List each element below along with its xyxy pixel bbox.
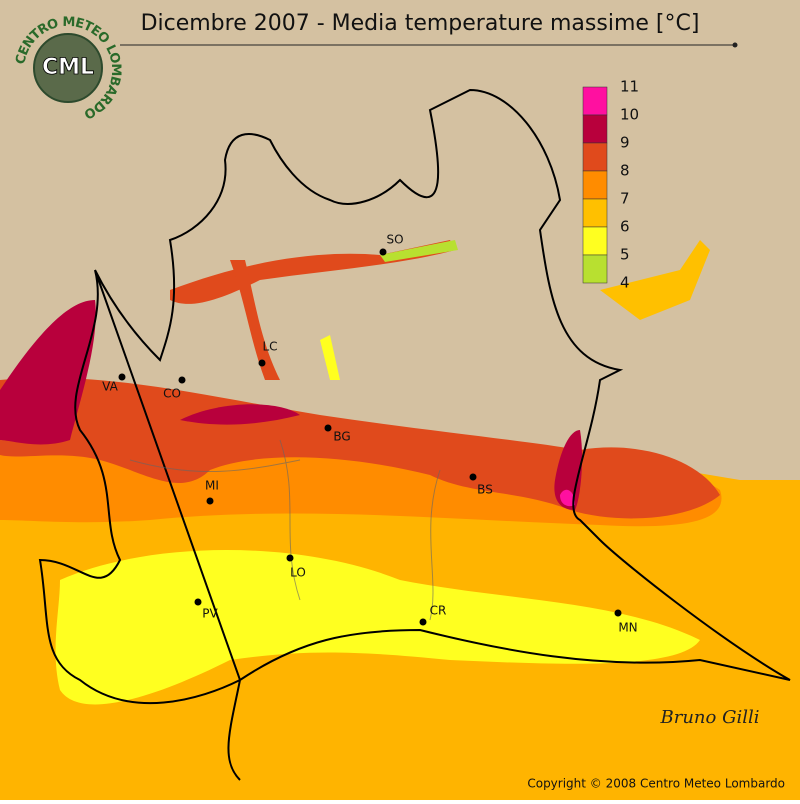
band-11 [560,489,575,507]
city-dot [286,554,294,562]
logo-initials: CML [42,55,94,80]
legend: 11 10 9 8 7 6 5 4 [582,78,639,292]
city-dot [178,376,186,384]
signature: Bruno Gilli [660,707,760,728]
city-label: SO [386,233,403,247]
legend-swatch [582,198,608,228]
city-dot [419,618,427,626]
legend-label: 11 [620,78,639,96]
city-label: LO [290,566,306,580]
legend-swatch [582,142,608,172]
copyright: Copyright © 2008 Centro Meteo Lombardo [527,777,785,791]
city-dot [614,609,622,617]
legend-swatch [582,254,608,284]
city-dot [379,248,387,256]
region-border [38,88,791,781]
valley [380,240,458,262]
legend-label: 8 [620,162,630,180]
city-label: LC [262,340,277,354]
legend-label: 5 [620,246,630,264]
legend-swatch [582,114,608,144]
city-label: PV [202,607,218,621]
city-label: CO [163,387,181,401]
legend-label: 10 [620,106,639,124]
city-dot [324,424,332,432]
city-label: MI [205,479,219,493]
city-label: BG [333,430,350,444]
cities: SO LC VA CO BG MI BS LO PV CR MN [102,233,638,635]
city-dot [469,473,477,481]
title: Dicembre 2007 - Media temperature massim… [141,11,700,36]
legend-swatch [582,170,608,200]
city-label: VA [102,380,118,394]
legend-swatch [582,226,608,256]
province-border [129,439,441,621]
city-dot [258,359,266,367]
legend-label: 4 [620,274,630,292]
band-10 [180,404,300,425]
legend-label: 6 [620,218,630,236]
city-dot [206,497,214,505]
city-dot [194,598,202,606]
band-9 [0,377,720,519]
valley [320,335,340,380]
city-label: MN [618,621,637,635]
legend-label: 9 [620,134,630,152]
title-rule-dot [732,42,738,48]
city-dot [118,373,126,381]
band-10 [0,300,96,445]
legend-label: 7 [620,190,630,208]
city-label: BS [477,483,493,497]
band-6 [55,550,701,705]
valley [230,260,280,380]
city-label: CR [430,604,447,618]
logo-disc [33,33,103,103]
legend-swatch [582,86,608,116]
valley [600,240,710,320]
